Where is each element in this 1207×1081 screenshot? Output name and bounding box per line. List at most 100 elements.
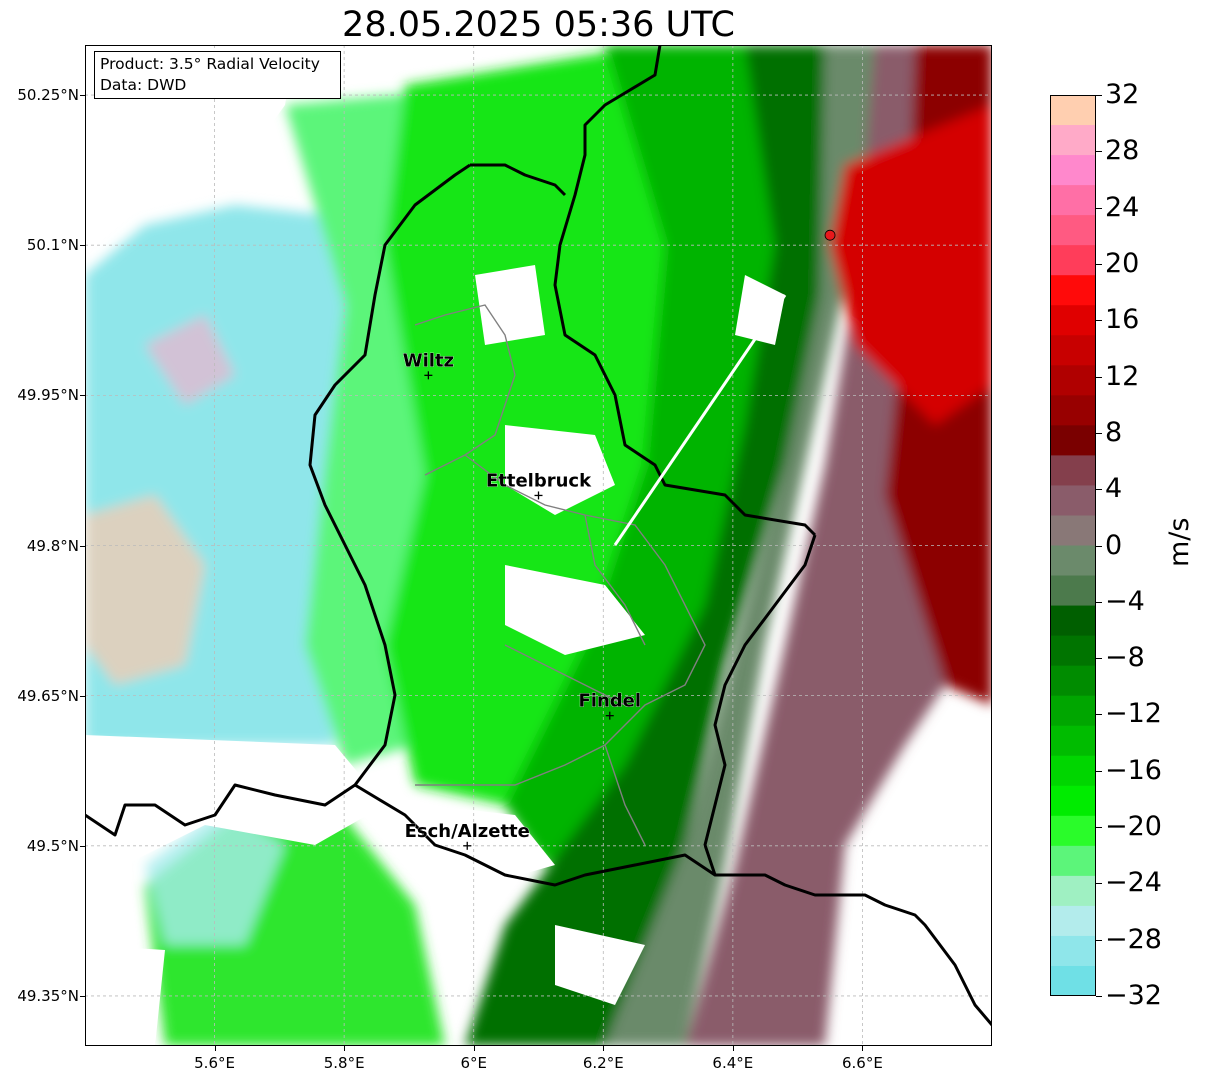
colorbar-tick-label: −8 <box>1105 642 1145 674</box>
colorbar-tick-label: 8 <box>1105 416 1123 448</box>
colorbar-swatch <box>1050 665 1096 697</box>
x-tick-mark <box>603 1046 605 1051</box>
y-tick-label: 49.8°N <box>26 536 79 555</box>
colorbar-swatch <box>1050 365 1096 396</box>
colorbar-swatch <box>1050 635 1096 667</box>
velocity-field <box>85 45 992 1046</box>
colorbar-tick-mark <box>1096 376 1102 378</box>
city-marker[interactable]: Findel <box>578 690 641 720</box>
colorbar-swatch <box>1050 905 1096 937</box>
colorbar-tick-mark <box>1096 432 1102 434</box>
x-tick-mark <box>214 1046 216 1051</box>
y-tick-mark <box>80 995 85 997</box>
colorbar-tick-mark <box>1096 996 1102 997</box>
colorbar-tick-label: 24 <box>1105 191 1140 223</box>
x-tick-label: 5.6°E <box>194 1054 235 1072</box>
y-tick-label: 49.65°N <box>17 686 79 705</box>
colorbar-tick-mark <box>1096 207 1102 209</box>
colorbar-swatch <box>1050 425 1096 456</box>
colorbar-tick-mark <box>1096 714 1102 716</box>
x-tick-mark <box>473 1046 475 1051</box>
x-tick-label: 6.6°E <box>842 1054 883 1072</box>
colorbar-swatch <box>1050 95 1096 126</box>
city-marker[interactable]: Esch/Alzette <box>404 820 530 850</box>
colorbar-tick-mark <box>1096 489 1102 491</box>
colorbar-swatch <box>1050 875 1096 907</box>
field-red <box>830 105 992 425</box>
colorbar-swatch <box>1050 305 1096 336</box>
colorbar-tick-mark <box>1096 601 1102 603</box>
colorbar-tick-label: 28 <box>1105 135 1140 167</box>
colorbar-swatch <box>1050 245 1096 276</box>
colorbar-swatch <box>1050 515 1096 547</box>
y-tick-label: 50.25°N <box>17 86 79 105</box>
field-medgreen <box>505 45 805 865</box>
y-tick-label: 49.35°N <box>17 986 79 1005</box>
colorbar-tick-label: −20 <box>1105 811 1162 843</box>
x-tick-mark <box>732 1046 734 1051</box>
colorbar-tick-mark <box>1096 263 1102 265</box>
city-label: Wiltz <box>403 350 454 371</box>
colorbar-swatch <box>1050 755 1096 787</box>
colorbar-tick-label: −24 <box>1105 867 1162 899</box>
colorbar-tick-mark <box>1096 151 1102 153</box>
x-tick-mark <box>344 1046 346 1051</box>
field-green <box>385 45 705 805</box>
x-tick-label: 6.2°E <box>582 1054 624 1072</box>
colorbar-swatch <box>1050 845 1096 877</box>
colorbar-swatch <box>1050 185 1096 216</box>
colorbar-swatch <box>1050 275 1096 306</box>
colorbar-swatch <box>1050 335 1096 366</box>
city-marker[interactable]: Wiltz <box>402 350 454 380</box>
colorbar <box>1050 95 1096 997</box>
y-tick-mark <box>80 95 85 97</box>
x-tick-label: 5.8°E <box>323 1054 365 1072</box>
field-southwest-cyan <box>145 805 285 945</box>
product-info-box: Product: 3.5° Radial Velocity Data: DWD <box>94 51 341 99</box>
colorbar-tick-label: 12 <box>1105 360 1140 392</box>
city-label: Ettelbruck <box>486 470 592 491</box>
radar-map[interactable]: Wiltz Ettelbruck Findel Esch/Alzette <box>85 45 992 1046</box>
product-label: Product: 3.5° Radial Velocity <box>100 55 320 73</box>
colorbar-tick-label: −12 <box>1105 698 1162 730</box>
colorbar-tick-label: 0 <box>1105 529 1123 561</box>
data-source-label: Data: DWD <box>100 76 187 94</box>
city-marker[interactable]: Ettelbruck <box>486 470 592 500</box>
colorbar-tick-mark <box>1096 545 1102 547</box>
field-greygreen <box>605 45 885 1046</box>
y-tick-label: 49.95°N <box>17 386 79 405</box>
colorbar-swatch <box>1050 125 1096 156</box>
field-peach-west <box>85 495 205 685</box>
city-label: Esch/Alzette <box>405 821 530 842</box>
colorbar-swatch <box>1050 155 1096 186</box>
city-label: Findel <box>578 691 641 712</box>
colorbar-tick-mark <box>1096 320 1102 322</box>
colorbar-tick-label: 32 <box>1105 79 1140 110</box>
colorbar-swatch <box>1050 215 1096 246</box>
y-tick-mark <box>80 695 85 697</box>
colorbar-tick-label: 16 <box>1105 304 1140 336</box>
colorbar-tick-label: −16 <box>1105 754 1162 786</box>
map-title: 28.05.2025 05:36 UTC <box>342 5 735 45</box>
colorbar-tick-label: −4 <box>1105 585 1145 617</box>
y-tick-mark <box>80 395 85 397</box>
colorbar-swatch <box>1050 545 1096 577</box>
x-tick-label: 6°E <box>460 1054 487 1072</box>
colorbar-tick-mark <box>1096 883 1102 885</box>
y-tick-mark <box>80 545 85 547</box>
colorbar-tick-mark <box>1096 827 1102 829</box>
colorbar-swatch <box>1050 695 1096 727</box>
border-lux-north <box>470 163 567 197</box>
field-pink-west <box>145 315 235 405</box>
y-tick-label: 50.1°N <box>26 236 79 255</box>
colorbar-swatch <box>1050 605 1096 637</box>
radar-site-marker <box>824 229 836 241</box>
colorbar-swatch <box>1050 395 1096 426</box>
colorbar-tick-label: −32 <box>1105 980 1162 1011</box>
colorbar-swatch <box>1050 575 1096 607</box>
colorbar-swatch <box>1050 785 1096 817</box>
colorbar-swatch <box>1050 725 1096 757</box>
colorbar-tick-label: 4 <box>1105 473 1123 505</box>
colorbar-swatch <box>1050 455 1096 487</box>
colorbar-swatch <box>1050 485 1096 517</box>
